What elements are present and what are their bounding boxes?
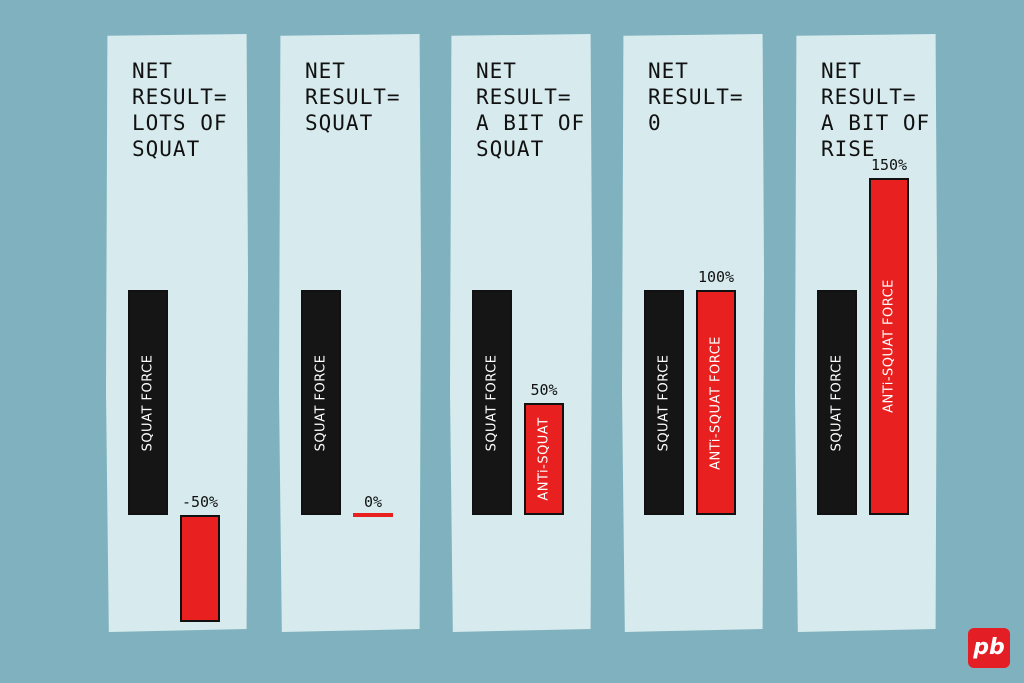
panel-title: NET RESULT= A BiT OF RiSE xyxy=(821,59,931,161)
squat-force-label: SQUAT FORCE xyxy=(829,354,845,451)
panel-title: NET RESULT= 0 xyxy=(648,59,744,135)
anti-squat-bar xyxy=(353,513,393,517)
panel-2: NET RESULT= SQUAT SQUAT FORCE 0% xyxy=(279,34,421,632)
anti-squat-label: ANTi-SQUAT FORCE xyxy=(708,335,724,470)
anti-squat-percent-label: 0% xyxy=(363,493,383,511)
squat-force-bar: SQUAT FORCE xyxy=(301,290,341,515)
anti-squat-label: ANTi-SQUAT FORCE xyxy=(881,279,897,414)
panel-1: NET RESULT= LOTS OF SQUAT SQUAT FORCE -50% xyxy=(106,34,248,632)
anti-squat-bar xyxy=(180,515,220,622)
anti-squat-bar: ANTi-SQUAT xyxy=(524,402,564,515)
squat-force-bar: SQUAT FORCE xyxy=(644,290,684,515)
panel-3: NET RESULT= A BiT OF SQUAT SQUAT FORCE ANT… xyxy=(450,34,592,632)
panel-4: NET RESULT= 0 SQUAT FORCE ANTi-SQUAT FORCE… xyxy=(622,34,764,632)
anti-squat-percent-label: 150% xyxy=(870,155,908,174)
squat-force-bar: SQUAT FORCE xyxy=(817,290,857,515)
squat-force-label: SQUAT FORCE xyxy=(313,354,329,451)
squat-force-bar: SQUAT FORCE xyxy=(472,290,512,515)
pinkbike-logo: pb xyxy=(968,628,1010,668)
panel-title: NET RESULT= LOTS OF SQUAT xyxy=(132,59,228,161)
panel-title: NET RESULT= A BiT OF SQUAT xyxy=(476,59,586,161)
squat-force-label: SQUAT FORCE xyxy=(140,354,156,451)
anti-squat-percent-label: -50% xyxy=(181,493,219,511)
anti-squat-percent-label: 100% xyxy=(697,268,735,286)
panel-5: NET RESULT= A BiT OF RiSE SQUAT FORCE ANTi… xyxy=(795,34,937,632)
squat-force-bar: SQUAT FORCE xyxy=(128,290,168,515)
anti-squat-bar: ANTi-SQUAT FORCE xyxy=(696,290,736,515)
anti-squat-percent-label: 50% xyxy=(530,380,558,399)
squat-force-label: SQUAT FORCE xyxy=(484,354,500,451)
squat-force-label: SQUAT FORCE xyxy=(656,354,672,451)
panel-title: NET RESULT= SQUAT xyxy=(305,59,401,135)
anti-squat-label: ANTi-SQUAT xyxy=(536,417,552,501)
anti-squat-bar: ANTi-SQUAT FORCE xyxy=(869,177,909,515)
